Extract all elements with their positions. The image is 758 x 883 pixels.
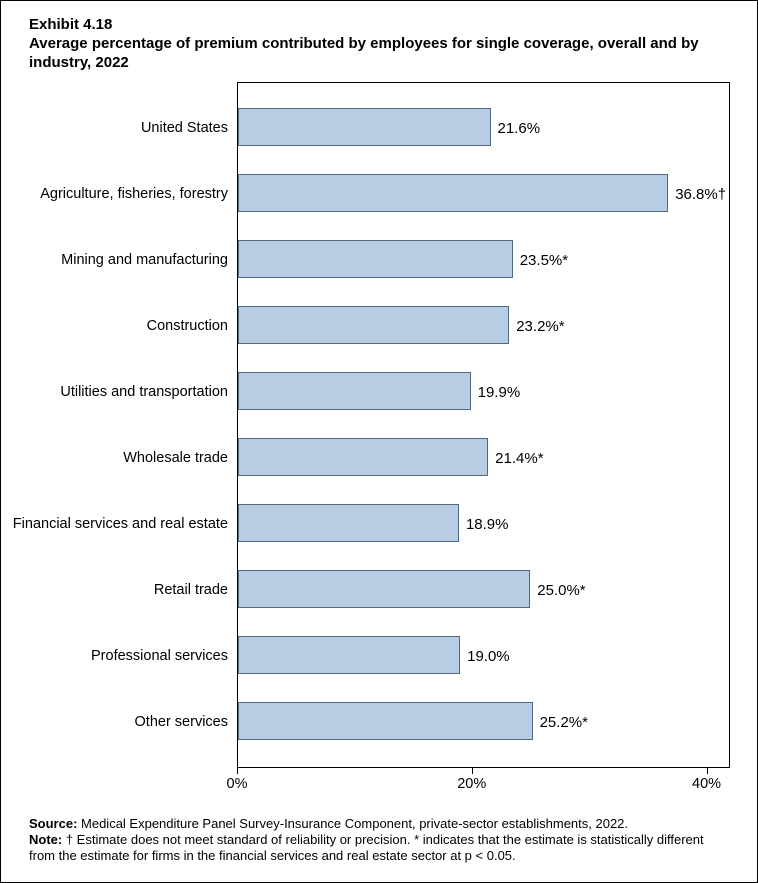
- chart-header: Exhibit 4.18 Average percentage of premi…: [1, 1, 757, 72]
- value-label: 21.4%*: [495, 449, 544, 467]
- x-tick-mark: [706, 768, 708, 774]
- category-label: Wholesale trade: [123, 450, 228, 466]
- x-tick-label: 0%: [226, 776, 248, 792]
- bar: [238, 372, 471, 410]
- exhibit-number: Exhibit 4.18: [29, 16, 113, 33]
- bar: [238, 636, 461, 674]
- category-label: Agriculture, fisheries, forestry: [40, 186, 228, 202]
- category-label: United States: [140, 120, 228, 136]
- bar-chart: United States Agriculture, fisheries, for…: [1, 82, 730, 768]
- source-text: Medical Expenditure Panel Survey-Insuran…: [77, 816, 629, 831]
- value-label: 36.8%†: [675, 185, 727, 203]
- category-label: Other services: [134, 714, 228, 730]
- bar: [238, 240, 513, 278]
- plot-area: 21.6% 36.8%† 23.5%* 23.2%* 19.9% 21.4%* 18.9% 2…: [237, 82, 730, 768]
- bar-row: 21.6%: [238, 95, 729, 161]
- bar-row: 21.4%*: [238, 425, 729, 491]
- x-axis-spacer: [1, 768, 237, 800]
- x-tick-label: 40%: [692, 776, 722, 792]
- bar-row: 23.2%*: [238, 293, 729, 359]
- bar-row: 19.9%: [238, 359, 729, 425]
- bar-row: 18.9%: [238, 491, 729, 557]
- x-axis: 0% 20% 40%: [227, 768, 730, 800]
- bar-row: 25.2%*: [238, 689, 729, 755]
- value-label: 23.5%*: [519, 251, 569, 269]
- value-label: 25.2%*: [539, 713, 588, 731]
- note-line: Note: † Estimate does not meet standard …: [29, 832, 729, 864]
- bar: [238, 702, 533, 740]
- category-label: Construction: [146, 318, 228, 334]
- bar: [238, 570, 531, 608]
- x-axis-row: 0% 20% 40%: [1, 768, 730, 800]
- category-label: Retail trade: [153, 582, 228, 598]
- bar-row: 23.5%*: [238, 227, 729, 293]
- chart-title: Average percentage of premium contribute…: [29, 35, 699, 71]
- bar: [238, 174, 669, 212]
- category-label: Mining and manufacturing: [61, 252, 228, 268]
- bar: [238, 504, 459, 542]
- category-label: Professional services: [91, 648, 228, 664]
- bar-row: 25.0%*: [238, 557, 729, 623]
- bar-row: 19.0%: [238, 623, 729, 689]
- note-label: Note:: [29, 832, 63, 847]
- bar: [238, 306, 510, 344]
- bar: [238, 108, 491, 146]
- value-label: 23.2%*: [516, 317, 565, 335]
- bar: [238, 438, 489, 476]
- x-tick-label: 20%: [457, 776, 487, 792]
- category-label: Financial services and real estate: [12, 516, 228, 532]
- value-label: 19.0%: [467, 647, 510, 665]
- category-label: Utilities and transportation: [60, 384, 228, 400]
- value-label: 19.9%: [477, 383, 521, 401]
- note-text: † Estimate does not meet standard of rel…: [29, 832, 704, 863]
- value-label: 21.6%: [497, 119, 541, 137]
- value-label: 25.0%*: [537, 581, 586, 599]
- footer-notes: Source: Medical Expenditure Panel Survey…: [29, 816, 729, 864]
- source-label: Source:: [29, 816, 78, 831]
- value-label: 18.9%: [465, 515, 509, 533]
- source-line: Source: Medical Expenditure Panel Survey…: [29, 816, 729, 832]
- x-tick-mark: [471, 768, 473, 774]
- category-labels: United States Agriculture, fisheries, for…: [1, 82, 237, 768]
- bar-row: 36.8%†: [238, 161, 729, 227]
- x-tick-mark: [237, 768, 238, 774]
